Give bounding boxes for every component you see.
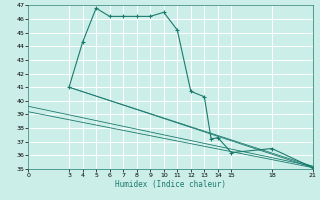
X-axis label: Humidex (Indice chaleur): Humidex (Indice chaleur) (115, 180, 226, 189)
